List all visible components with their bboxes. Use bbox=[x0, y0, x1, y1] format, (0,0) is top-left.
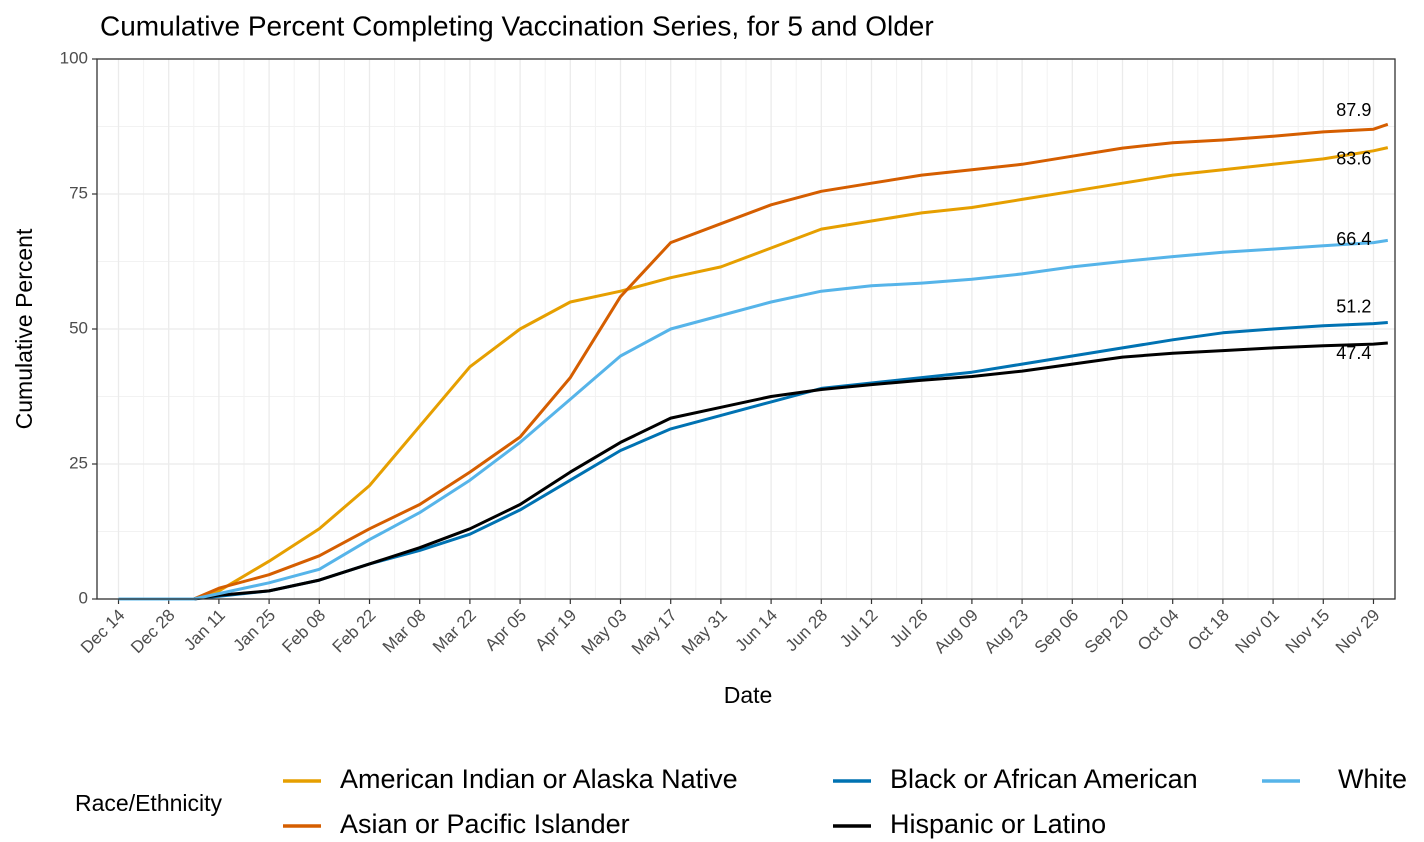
x-tick-label: Oct 04 bbox=[1134, 606, 1183, 655]
series-line bbox=[118, 341, 1388, 601]
legend-label: White bbox=[1338, 764, 1407, 794]
series-line bbox=[118, 146, 1389, 601]
x-tick-label: Apr 05 bbox=[481, 606, 530, 655]
x-tick-label: Oct 18 bbox=[1184, 606, 1233, 655]
x-tick-label: Aug 23 bbox=[981, 606, 1033, 658]
x-tick-label: Jun 14 bbox=[732, 606, 782, 656]
legend-title: Race/Ethnicity bbox=[75, 790, 223, 816]
x-tick-label: Jan 25 bbox=[230, 606, 280, 656]
legend-label: Asian or Pacific Islander bbox=[340, 809, 630, 839]
y-axis-title: Cumulative Percent bbox=[11, 228, 37, 429]
legend-item: White bbox=[1262, 764, 1407, 794]
x-tick-label: Dec 14 bbox=[77, 606, 129, 658]
x-tick-label: Jul 12 bbox=[836, 606, 882, 652]
x-tick-label: May 17 bbox=[628, 606, 681, 659]
y-tick-label: 50 bbox=[69, 318, 88, 337]
x-tick-label: Jun 28 bbox=[782, 606, 832, 656]
x-tick-label: Feb 08 bbox=[278, 606, 329, 657]
x-tick-label: Sep 20 bbox=[1081, 606, 1133, 658]
y-tick-label: 100 bbox=[60, 48, 88, 67]
y-tick-label: 75 bbox=[69, 183, 88, 202]
x-tick-label: Jul 26 bbox=[886, 606, 932, 652]
x-tick-label: Dec 28 bbox=[127, 606, 179, 658]
x-tick-label: Nov 29 bbox=[1332, 606, 1384, 658]
legend-item: American Indian or Alaska Native bbox=[283, 764, 738, 794]
x-tick-label: Nov 01 bbox=[1232, 606, 1284, 658]
x-tick-label: Sep 06 bbox=[1031, 606, 1083, 658]
chart-title: Cumulative Percent Completing Vaccinatio… bbox=[100, 10, 934, 41]
x-tick-label: Apr 19 bbox=[531, 606, 580, 655]
series-line bbox=[118, 238, 1389, 601]
end-value-label: 51.2 bbox=[1336, 296, 1371, 316]
legend-label: Black or African American bbox=[890, 764, 1198, 794]
end-value-label: 47.4 bbox=[1336, 343, 1371, 363]
series-line bbox=[118, 122, 1389, 601]
legend-label: American Indian or Alaska Native bbox=[340, 764, 738, 794]
x-tick-label: Feb 22 bbox=[329, 606, 380, 657]
x-tick-label: Mar 22 bbox=[429, 606, 480, 657]
end-value-label: 87.9 bbox=[1336, 100, 1371, 120]
x-axis-title: Date bbox=[724, 682, 773, 708]
plot-border bbox=[96, 58, 1396, 600]
x-tick-label: Jan 11 bbox=[180, 606, 229, 655]
legend-item: Black or African American bbox=[833, 764, 1198, 794]
y-tick-label: 0 bbox=[79, 588, 88, 607]
legend-item: Asian or Pacific Islander bbox=[283, 809, 630, 839]
x-tick-label: Mar 08 bbox=[379, 606, 430, 657]
x-tick-label: May 03 bbox=[578, 606, 631, 659]
y-tick-label: 25 bbox=[69, 453, 88, 472]
legend-item: Hispanic or Latino bbox=[833, 809, 1106, 839]
end-value-label: 83.6 bbox=[1336, 148, 1371, 168]
x-tick-label: May 31 bbox=[678, 606, 731, 659]
x-tick-label: Nov 15 bbox=[1282, 606, 1334, 658]
x-tick-label: Aug 09 bbox=[930, 606, 982, 658]
legend-label: Hispanic or Latino bbox=[890, 809, 1106, 839]
end-value-label: 66.4 bbox=[1336, 229, 1371, 249]
